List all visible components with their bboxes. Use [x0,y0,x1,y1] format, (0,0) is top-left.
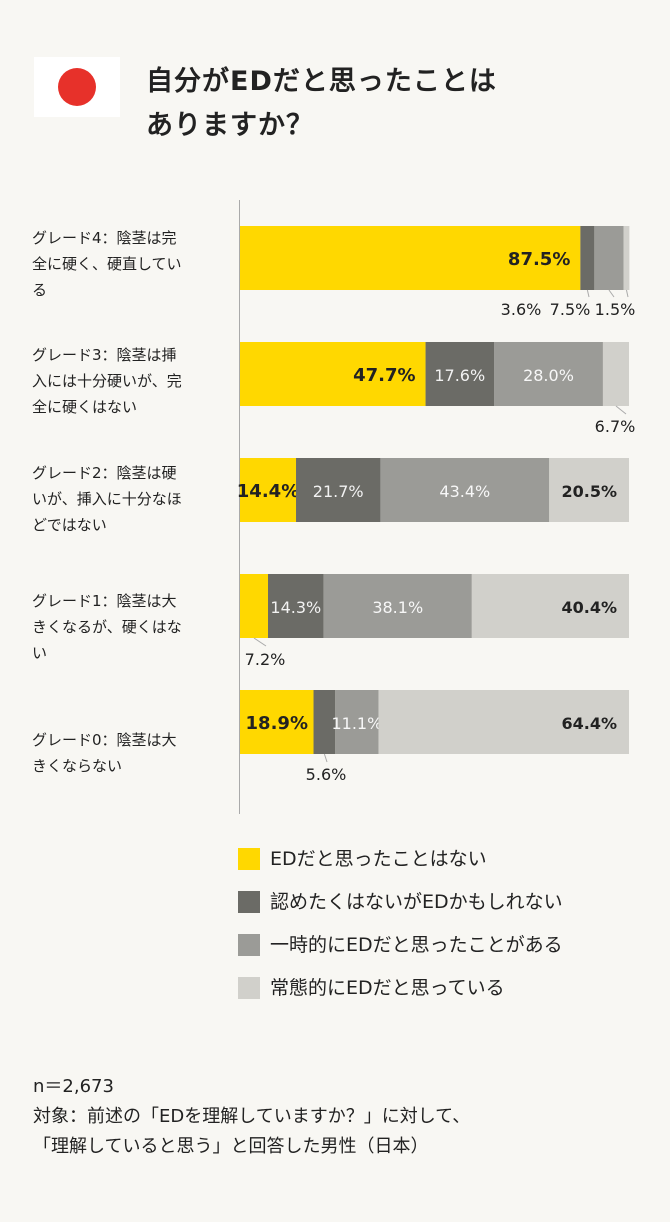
data-label: 5.6% [306,765,347,784]
bar-segment-4-0 [240,690,314,754]
bar-segment-4-2 [335,690,379,754]
data-label: 7.5% [550,300,591,319]
bar-segment-1-0 [240,342,426,406]
category-label-line: グレード2：陰茎は硬 [32,464,177,482]
category-label-line: 入には十分硬いが、完 [32,372,182,390]
legend-swatch [238,848,260,870]
legend-label: 一時的にEDだと思ったことがある [270,934,563,956]
y-axis-line [239,200,240,814]
data-label: 38.1% [372,598,423,617]
data-label: 87.5% [508,249,570,270]
leader-line [608,289,615,298]
category-label-line: いが、挿入に十分なほ [32,490,182,508]
bar-segment-1-3 [602,342,629,406]
category-label-grade-1: グレード1：陰茎は大 きくなるが、硬くはない [32,588,228,666]
bar-segment-1-2 [494,342,603,406]
bar-segment-2-1 [296,458,381,522]
data-label: 11.1% [331,714,382,733]
legend-swatch [238,977,260,999]
bar-segment-4-1 [313,690,336,754]
data-label: 47.7% [353,365,415,386]
stacked-bar-chart: 87.5% 3.6% 7.5% 1.5% 47.7% 17.6% 28.0% 6.7% 14.4… [237,226,636,784]
category-label-line: グレード0：陰茎は大 [32,731,177,749]
category-label-line: どではない [32,516,107,534]
legend-label: 認めたくはないがEDかもしれない [270,891,563,913]
data-label: 6.7% [595,417,636,436]
category-label-line: グレード3：陰茎は挿 [32,346,177,364]
leader-line [615,405,627,415]
data-label: 3.6% [501,300,542,319]
data-label: 17.6% [434,366,485,385]
legend-label: 常態的にEDだと思っている [270,977,505,999]
bar-segment-2-2 [380,458,550,522]
bar-segment-3-0 [240,574,269,638]
leader-line [253,637,267,647]
bar-segment-0-0 [240,226,581,290]
category-label-line: グレード1：陰茎は大 [32,592,177,610]
bar-segment-3-3 [471,574,629,638]
bar-segment-2-0 [240,458,297,522]
category-label-line: い [32,644,48,662]
category-label-grade-4: グレード4：陰茎は完 全に硬く、硬直している [32,225,228,303]
category-label-line: きくなるが、硬くはな [32,618,182,636]
bar-segment-0-3 [623,226,630,290]
chart-title: 自分がEDだと思ったことは ありますか？ [146,60,626,148]
category-label-line: きくならない [32,757,123,775]
title-line-2: ありますか？ [146,110,314,141]
data-label: 28.0% [523,366,574,385]
legend-label: EDだと思ったことはない [270,848,487,870]
data-label: 14.4% [237,481,299,502]
leader-line [323,753,328,763]
target-line-2: 「理解していると思う」と回答した男性（日本） [33,1136,429,1157]
target-line-1: 対象：前述の「EDを理解していますか？」に対して、 [33,1106,471,1127]
data-label: 1.5% [595,300,636,319]
data-label: 21.7% [313,482,364,501]
bar-segment-0-1 [580,226,595,290]
leader-line [625,289,629,298]
data-label: 7.2% [245,650,286,669]
data-label: 64.4% [561,714,617,733]
data-label: 18.9% [246,713,308,734]
data-label: 40.4% [561,598,617,617]
legend-swatch [238,891,260,913]
japan-flag-icon [34,57,120,117]
category-label-grade-3: グレード3：陰茎は挿 入には十分硬いが、完 全に硬くはない [32,342,228,420]
bar-segment-3-2 [323,574,472,638]
bar-segment-4-3 [378,690,629,754]
bar-segment-3-1 [268,574,324,638]
sample-size: n＝2,673 [33,1076,114,1097]
bar-segment-2-3 [549,458,629,522]
category-label-line: グレード4：陰茎は完 [32,229,177,247]
category-label-grade-0: グレード0：陰茎は大 きくならない [32,727,228,779]
category-label-line: 全に硬くはない [32,398,138,416]
category-label-line: 全に硬く、硬直してい [32,255,182,273]
title-line-1: 自分がEDだと思ったことは [146,66,497,97]
leader-line [586,289,590,298]
bar-segment-0-2 [594,226,624,290]
category-label-grade-2: グレード2：陰茎は硬 いが、挿入に十分なほ どではない [32,460,228,538]
data-label: 14.3% [270,598,321,617]
legend-swatch [238,934,260,956]
bar-segment-1-1 [425,342,495,406]
flag-sun [58,68,96,106]
category-label-line: る [32,281,48,299]
data-label: 43.4% [439,482,490,501]
footnote: n＝2,673 対象：前述の「EDを理解していますか？」に対して、 「理解してい… [33,1072,470,1162]
data-label: 20.5% [561,482,617,501]
